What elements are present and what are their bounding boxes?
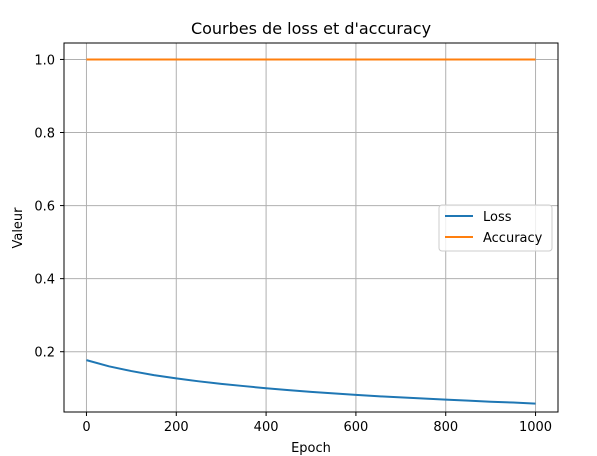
x-tick-label: 0 [82, 420, 90, 435]
y-axis: 0.2 0.4 0.6 0.8 1.0 [34, 53, 64, 361]
y-tick-label: 0.4 [34, 273, 55, 288]
x-axis-label: Epoch [291, 441, 331, 456]
series-layer [86, 58, 536, 405]
y-tick-label: 0.2 [34, 346, 55, 361]
series-line-loss [86, 359, 536, 405]
x-axis: 0 200 400 600 800 1000 [82, 412, 552, 435]
y-axis-label: Valeur [11, 207, 26, 249]
y-tick-label: 0.6 [34, 200, 55, 215]
y-tick-label: 0.8 [34, 127, 55, 142]
x-tick-label: 1000 [519, 420, 552, 435]
legend-label-loss: Loss [483, 210, 512, 225]
x-tick-label: 600 [343, 420, 368, 435]
x-tick-label: 400 [254, 420, 279, 435]
legend: Loss Accuracy [438, 204, 553, 252]
plot-area-frame [63, 42, 559, 413]
y-tick-label: 1.0 [34, 53, 55, 68]
x-tick-label: 200 [164, 420, 189, 435]
legend-label-accuracy: Accuracy [483, 231, 543, 246]
chart-title: Courbes de loss et d'accuracy [191, 19, 431, 38]
x-tick-label: 800 [433, 420, 458, 435]
